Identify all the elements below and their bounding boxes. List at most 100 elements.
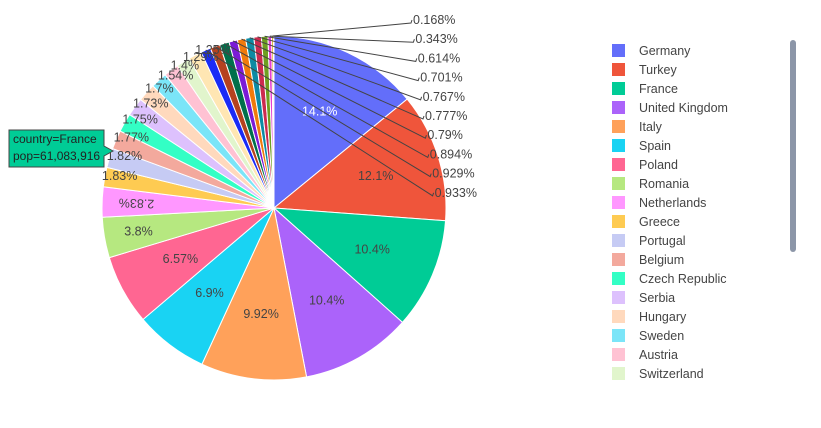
legend-item-france[interactable]: France [612, 82, 678, 96]
slice-label-portugal: 1.82% [107, 149, 142, 163]
legend-swatch [612, 82, 625, 95]
pie-slice-italy[interactable] [201, 206, 308, 381]
legend-label: France [639, 82, 678, 96]
legend-item-serbia[interactable]: Serbia [612, 291, 675, 305]
outside-labels: 0.168% 0.343% 0.614% 0.701% 0.767% 0.777% 0.79… [102, 13, 477, 200]
slice-label-ireland: 0.777% [425, 109, 467, 123]
slice-label-hungary: 1.7% [145, 82, 174, 96]
slice-label-montenegro: 0.168% [413, 13, 455, 27]
legend-swatch [612, 44, 625, 57]
pie-slices [101, 35, 447, 381]
slice-label-france: 10.4% [354, 243, 389, 257]
legend: Germany Turkey France United Kingdom Italy Sp… [612, 44, 728, 381]
legend-label: Romania [639, 177, 689, 191]
slice-label-netherlands: 2.83% [119, 196, 155, 211]
legend-swatch [612, 177, 625, 190]
legend-item-portugal[interactable]: Portugal [612, 234, 686, 248]
legend-label: Italy [639, 120, 663, 134]
pie-slice-turkey[interactable] [272, 98, 447, 222]
legend-swatch [612, 196, 625, 209]
legend-item-sweden[interactable]: Sweden [612, 329, 684, 343]
leader-line-montenegro [272, 19, 413, 37]
slice-label-sweden: 1.54% [158, 69, 193, 83]
pie-slice-united-kingdom[interactable] [273, 206, 404, 378]
slice-label-norway: 0.79% [427, 128, 462, 142]
legend-item-greece[interactable]: Greece [612, 215, 680, 229]
slice-label-slovak-republic: 0.894% [430, 147, 472, 161]
slice-label-serbia: 1.73% [133, 96, 168, 110]
legend-swatch [612, 215, 625, 228]
slice-label-finland: 0.929% [432, 167, 474, 181]
legend-label: Switzerland [639, 367, 704, 381]
slice-label-denmark: 0.933% [435, 186, 477, 200]
leader-line-denmark [205, 49, 435, 197]
legend-swatch [612, 310, 625, 323]
leader-line-slovak-republic [224, 42, 430, 159]
leader-line-finland [214, 45, 432, 178]
tooltip-line-pop: pop=61,083,916 [13, 149, 100, 163]
slice-label-germany: 14.1% [302, 105, 337, 119]
legend-label: Poland [639, 158, 678, 172]
legend-swatch [612, 253, 625, 266]
slice-label-spain: 6.9% [195, 286, 224, 300]
legend-label: Austria [639, 348, 678, 362]
slice-label-albania: 0.614% [418, 51, 460, 65]
leader-line-slovenia [269, 35, 415, 43]
slice-label-poland: 6.57% [163, 252, 198, 266]
legend-label: Turkey [639, 63, 677, 77]
legend-swatch [612, 120, 625, 133]
leader-line-bosnia-and-herzegovina [257, 36, 420, 82]
slice-label-bosnia-and-herzegovina: 0.701% [420, 71, 462, 85]
legend-item-germany[interactable]: Germany [612, 44, 691, 58]
legend-label: Czech Republic [639, 272, 727, 286]
legend-swatch [612, 158, 625, 171]
legend-label: Netherlands [639, 196, 706, 210]
pie-slice-france[interactable] [272, 207, 447, 324]
legend-swatch [612, 291, 625, 304]
leader-line-ireland [241, 38, 425, 120]
legend-label: Sweden [639, 329, 684, 343]
legend-swatch [612, 139, 625, 152]
legend-item-italy[interactable]: Italy [612, 120, 663, 134]
legend-item-spain[interactable]: Spain [612, 139, 671, 153]
tooltip-line-country: country=France [13, 132, 97, 146]
legend-swatch [612, 234, 625, 247]
slice-label-italy: 9.92% [243, 307, 278, 321]
legend-swatch [612, 63, 625, 76]
legend-item-austria[interactable]: Austria [612, 348, 678, 362]
legend-item-united-kingdom[interactable]: United Kingdom [612, 101, 728, 115]
legend-item-poland[interactable]: Poland [612, 158, 678, 172]
legend-label: Spain [639, 139, 671, 153]
leader-line-croatia [249, 37, 423, 101]
slice-label-belgium: 1.77% [114, 130, 149, 144]
legend-item-switzerland[interactable]: Switzerland [612, 367, 704, 381]
leader-line-norway [232, 40, 427, 139]
legend-item-turkey[interactable]: Turkey [612, 63, 677, 77]
legend-item-belgium[interactable]: Belgium [612, 253, 684, 267]
legend-label: Greece [639, 215, 680, 229]
legend-item-netherlands[interactable]: Netherlands [612, 196, 706, 210]
legend-swatch [612, 348, 625, 361]
slice-label-turkey: 12.1% [358, 169, 393, 183]
slice-label-bulgaria: 1.25% [195, 43, 230, 57]
legend-swatch [612, 367, 625, 380]
slice-label-united-kingdom: 10.4% [309, 294, 344, 308]
slice-label-switzerland: 1.29% [183, 50, 218, 64]
legend-label: United Kingdom [639, 101, 728, 115]
legend-swatch [612, 329, 625, 342]
legend-item-romania[interactable]: Romania [612, 177, 689, 191]
legend-label: Serbia [639, 291, 675, 305]
legend-item-hungary[interactable]: Hungary [612, 310, 687, 324]
leader-line-albania [264, 35, 418, 62]
slice-label-romania: 3.8% [124, 225, 153, 239]
legend-label: Belgium [639, 253, 684, 267]
tooltip-box [8, 129, 115, 168]
legend-label: Germany [639, 44, 691, 58]
legend-label: Hungary [639, 310, 687, 324]
legend-scrollbar[interactable] [790, 40, 796, 252]
legend-item-czech-republic[interactable]: Czech Republic [612, 272, 727, 286]
hover-tooltip: country=France pop=61,083,916 [8, 129, 115, 168]
slice-label-greece: 1.83% [102, 169, 137, 183]
legend-label: Portugal [639, 234, 686, 248]
